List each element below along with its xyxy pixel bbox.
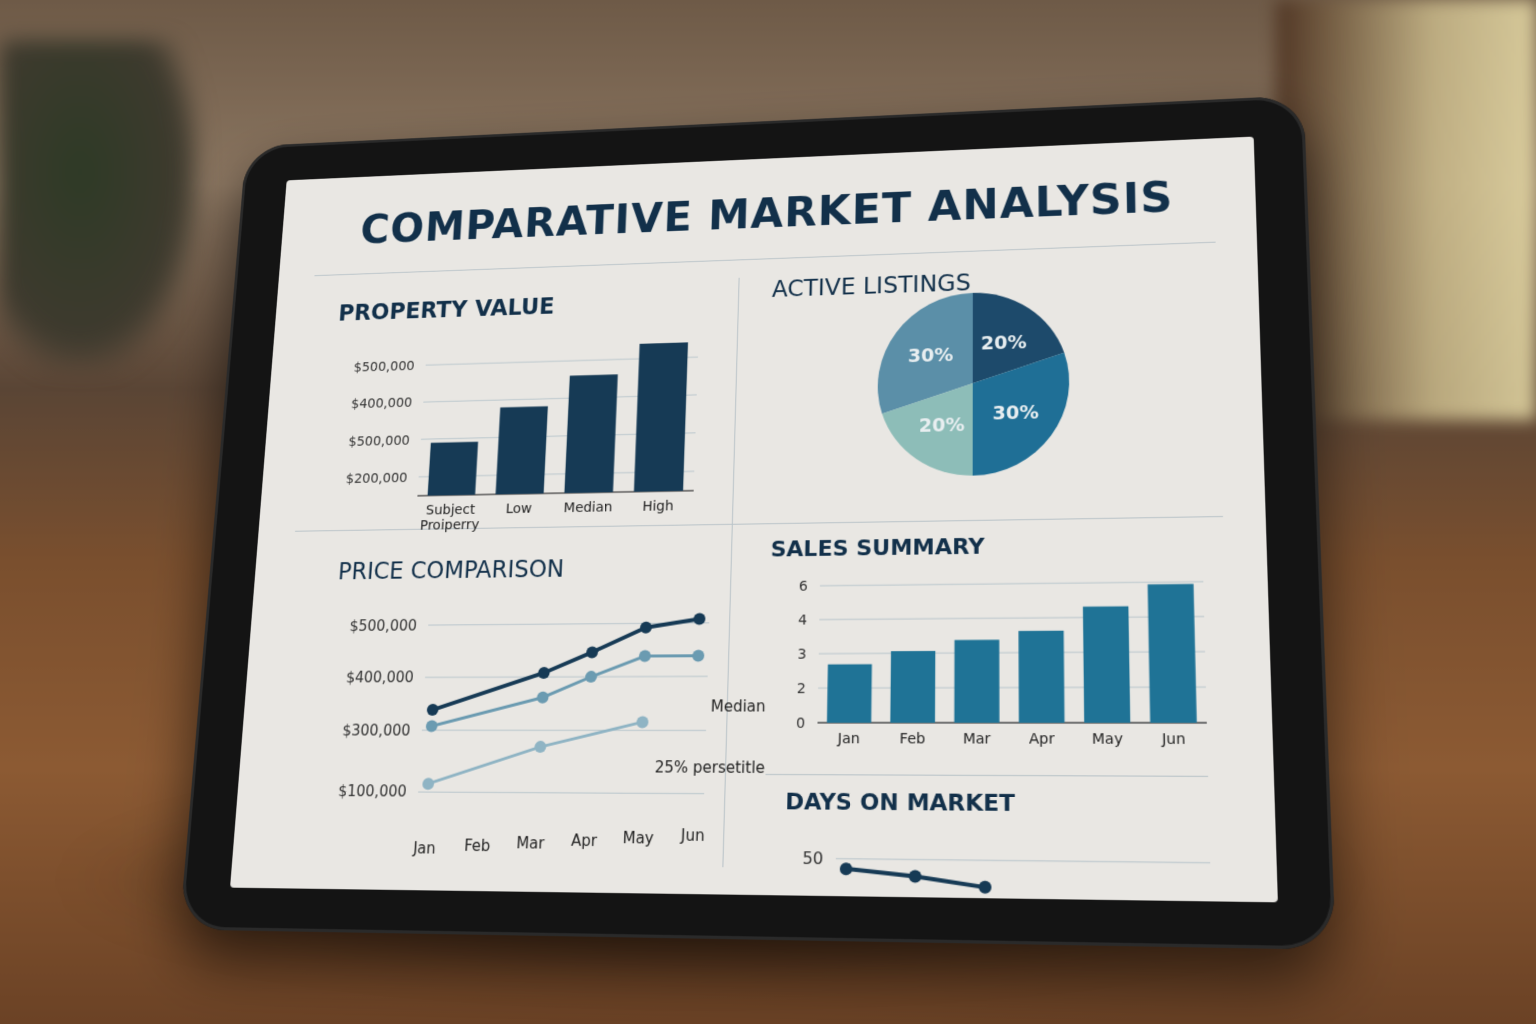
y-tick-label: 6 [799,579,808,595]
x-tick-label: May [622,830,654,848]
gridline [819,617,1204,620]
series-line [433,619,700,710]
tablet-screen: COMPARATIVE MARKET ANALYSIS PROPERTY VAL… [230,136,1278,903]
property-value-chart: $200,000 $500,000 $400,000 $500,000 SubjectP… [345,342,718,534]
bar [1147,583,1197,723]
x-tick-label: Median [563,500,612,516]
bar [633,342,689,492]
y-tick-label: $400,000 [345,670,414,687]
series-label: Median [710,698,765,715]
x-tick-label: Mar [963,731,991,748]
background-plant [0,40,200,370]
price-comparison-chart: $100,000 $300,000 $400,000 $500,000 Jan Feb Ma… [338,592,766,858]
active-listings-pie: 30% 20% 30% 20% [877,289,1071,478]
x-tick-label: Mar [516,835,545,853]
x-tick-label: Feb [900,731,926,748]
data-point [639,621,653,634]
x-tick-label: Feb [464,838,491,856]
x-tick-label: Jan [837,731,860,748]
gridline [418,792,704,794]
bar [890,650,936,723]
background-window [1276,0,1536,420]
y-tick-label: 4 [798,613,807,629]
x-tick-label: Jan [412,840,436,858]
x-tick-label: Proiperry [419,518,479,534]
data-point [636,716,649,729]
y-tick-label: $100,000 [338,784,407,802]
data-point [534,740,547,753]
page-title: COMPARATIVE MARKET ANALYSIS [358,173,1175,254]
sales-summary-chart: 0 2 3 4 6 Jan Feb Mar Apr May Jun [796,579,1229,748]
data-point [537,666,551,679]
divider [765,773,1209,777]
x-tick-label: Apr [571,833,598,851]
data-point [422,777,435,790]
pie-slice [881,383,973,478]
y-tick-label: $500,000 [353,359,415,375]
y-tick-label: 3 [797,647,806,663]
pie-label: 20% [919,416,965,438]
data-point [586,646,599,659]
tablet: COMPARATIVE MARKET ANALYSIS PROPERTY VAL… [179,95,1336,950]
pie-slice [972,352,1071,476]
pie-label: 20% [981,333,1027,355]
y-tick-label: $300,000 [342,722,411,739]
y-tick-label: 2 [797,681,806,697]
bar [954,639,1000,723]
data-point [692,649,705,662]
pie-label: 30% [908,346,954,368]
bar [495,406,548,495]
data-point [536,691,549,704]
pie-label: 30% [992,403,1039,425]
y-tick-label: 50 [802,848,823,869]
y-tick-label: $400,000 [351,396,413,412]
y-tick-label: $200,000 [345,471,408,487]
x-tick-label: Apr [1029,731,1055,748]
x-tick-label: Subject [425,503,475,519]
x-tick-label: Jun [1161,731,1186,748]
series-label: 25% persetitle [654,760,765,778]
panel-title-sales-summary: SALES SUMMARY [770,534,985,563]
data-point [638,650,652,663]
gridline [820,582,1203,586]
bar [564,374,618,494]
data-point [425,720,438,733]
y-tick-label: $500,000 [349,618,417,635]
panel-title-price-comparison: PRICE COMPARISON [337,555,565,586]
gridline [836,859,1210,863]
y-tick-label: $500,000 [348,433,410,449]
panel-title-property-value: PROPERTY VALUE [337,293,555,327]
gridline [818,687,1206,688]
y-tick-label: 0 [796,716,805,732]
series-line [432,656,699,726]
bar [1082,606,1131,723]
pie-slice [972,289,1065,384]
bar [826,664,872,723]
x-tick-label: May [1092,731,1123,748]
panel-title-days-on-market: DAYS ON MARKET [785,789,1016,818]
bar [427,441,479,496]
x-tick-label: Low [505,501,532,517]
series-line [428,722,642,785]
data-point [584,670,598,683]
data-point [978,880,992,894]
data-point [426,703,439,716]
bar [1018,630,1065,723]
gridline [425,676,708,677]
pie-slice [877,292,973,414]
x-tick-label: Jun [680,827,705,845]
divider [722,277,740,868]
gridline [819,652,1205,654]
data-point [839,862,853,876]
x-tick-label: High [642,499,674,515]
data-point [693,612,706,625]
data-point [908,869,922,883]
